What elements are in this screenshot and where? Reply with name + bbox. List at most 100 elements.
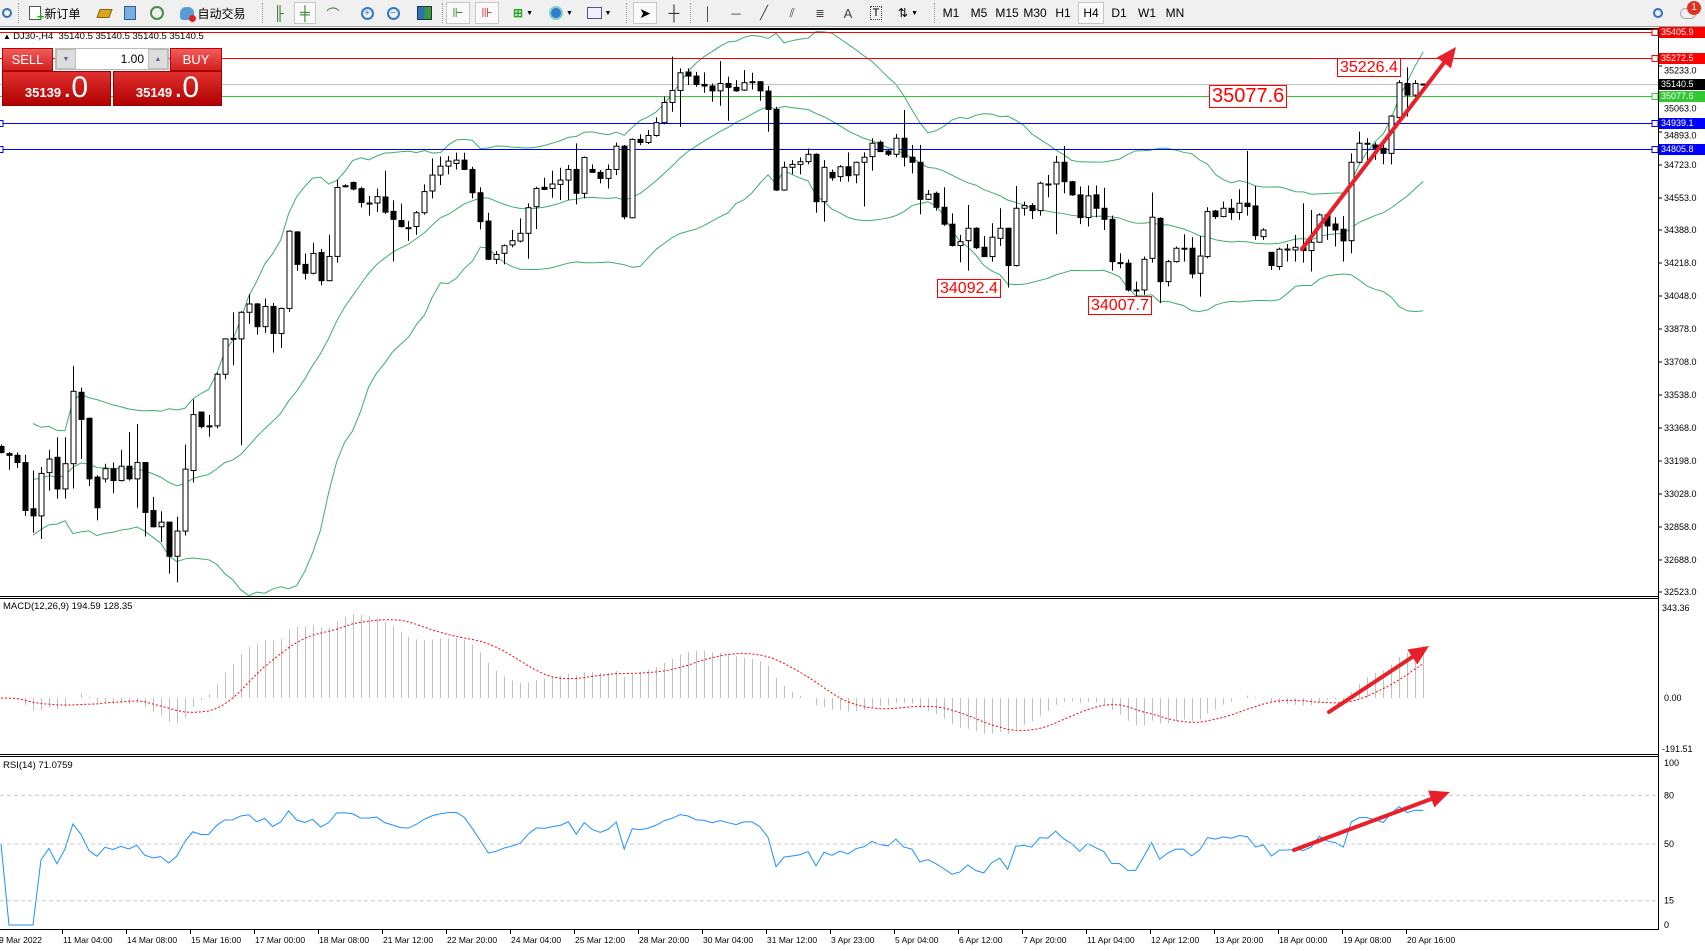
line-handle[interactable] (1651, 93, 1659, 100)
candle (1236, 189, 1243, 220)
candle-body-bull (861, 156, 868, 163)
candle (1029, 203, 1036, 219)
chart-shift-icon[interactable]: ⊪ (475, 2, 499, 24)
line-chart-icon[interactable]: ⌒ (326, 6, 340, 22)
crosshair-icon[interactable]: ┼ (668, 4, 680, 22)
candle-body-bear (294, 231, 301, 265)
candle (166, 521, 173, 574)
line-handle[interactable] (1651, 146, 1659, 153)
sell-button[interactable]: SELL (2, 48, 53, 71)
candle-body-bull (374, 196, 381, 204)
templates-dropdown[interactable]: ▼ (584, 2, 614, 24)
search-icon[interactable] (0, 2, 14, 24)
text-label-icon[interactable]: T (865, 2, 887, 24)
candle (885, 149, 892, 157)
candle (382, 170, 389, 214)
auto-trading-button[interactable]: 自动交易 (176, 2, 250, 24)
candle (949, 213, 956, 247)
lot-size-input[interactable]: 1.00 (120, 52, 144, 66)
lot-increase-button[interactable]: ▲ (148, 49, 168, 69)
candle-body-bull (222, 338, 229, 375)
timeframe-m15[interactable]: M15 (995, 6, 1019, 20)
line-handle[interactable] (0, 146, 4, 153)
buy-button[interactable]: BUY (170, 48, 222, 71)
toolbar: + 新订单 自动交易 ╟ ╪ ⌒ + − ⊩ ⊪ ⊞ ▼ ▼ ▼ ➤ ┼ │ ─ … (0, 0, 1705, 27)
candle-body-bull (421, 191, 428, 214)
candle (254, 302, 261, 335)
timeframe-mn[interactable]: MN (1165, 6, 1185, 20)
lot-size-stepper[interactable]: ▼ 1.00 ▲ (55, 48, 169, 70)
candle (453, 152, 460, 170)
text-icon[interactable]: A (843, 5, 853, 21)
line-handle[interactable] (1651, 120, 1659, 127)
timeframe-h1[interactable]: H1 (1055, 6, 1071, 20)
signals-icon[interactable] (147, 2, 167, 24)
time-label: 17 Mar 00:00 (255, 935, 305, 945)
tile-windows-icon[interactable] (413, 2, 435, 24)
periods-dropdown[interactable]: ▼ (546, 2, 576, 24)
candle (469, 166, 476, 199)
timeframe-m30[interactable]: M30 (1023, 6, 1047, 20)
fibonacci-icon[interactable]: ≣ (815, 7, 825, 20)
zoom-in-icon[interactable]: + (356, 2, 378, 24)
collapse-triangle-icon[interactable]: ▲ (3, 32, 14, 41)
candle (118, 449, 125, 482)
candle (613, 142, 620, 176)
auto-scroll-icon[interactable]: ⊩ (446, 2, 470, 24)
timeframe-d1[interactable]: D1 (1111, 6, 1127, 20)
trendline-icon[interactable]: ╱ (760, 5, 768, 20)
candle-body-bear (30, 508, 37, 517)
price-label-low-2[interactable]: 34007.7 (1088, 296, 1152, 315)
price-label-high[interactable]: 35226.4 (1337, 58, 1401, 77)
arrows-dropdown[interactable]: ⇅ ▼ (898, 6, 918, 20)
vertical-line-icon[interactable]: │ (703, 5, 713, 21)
timeframe-m1[interactable]: M1 (942, 6, 960, 20)
line-handle[interactable] (1651, 55, 1659, 62)
search-icon[interactable] (1648, 2, 1668, 24)
candle-body-bull (1236, 202, 1243, 214)
candle-body-bear (110, 468, 117, 482)
price-trend-arrow[interactable] (1300, 47, 1456, 251)
candle-body-bear (477, 192, 484, 223)
cursor-icon[interactable]: ➤ (633, 2, 657, 24)
candle (733, 80, 740, 92)
candle-body-bull (1260, 229, 1267, 238)
candle (765, 85, 772, 132)
lot-decrease-button[interactable]: ▼ (56, 49, 76, 69)
rsi-trend-arrow[interactable] (1292, 790, 1450, 852)
line-handle[interactable] (0, 120, 4, 127)
history-center-icon[interactable] (120, 2, 140, 24)
horizontal-line-icon[interactable]: ─ (731, 5, 741, 21)
notifications-button[interactable]: 1 (1674, 1, 1702, 24)
timeframe-w1[interactable]: W1 (1138, 6, 1156, 20)
equidistant-channel-icon[interactable]: ⫽ (789, 5, 795, 20)
candle-body-bull (214, 373, 221, 427)
timeframe-h4[interactable]: H4 (1078, 2, 1104, 24)
macd-trend-arrow[interactable] (1327, 646, 1429, 714)
candle-body-bull (1149, 216, 1156, 259)
candle-body-bear (1189, 247, 1196, 275)
buy-price[interactable]: 35149.0 (113, 71, 222, 106)
zoom-out-icon[interactable]: − (382, 2, 404, 24)
bar-chart-icon[interactable]: ╟ (274, 5, 284, 21)
timeframe-m5[interactable]: M5 (970, 6, 988, 20)
price-label-green-line[interactable]: 35077.6 (1209, 85, 1288, 108)
candle (246, 294, 253, 324)
macd-zero-label: 0.00 (1664, 693, 1682, 703)
candle (541, 177, 548, 191)
rsi-legend: RSI(14) 71.0759 (3, 760, 73, 771)
candlestick-chart-icon[interactable]: ╪ (294, 2, 316, 24)
candle-body-bull (437, 165, 444, 176)
line-handle[interactable] (1651, 29, 1659, 36)
candle-body-bull (781, 166, 788, 191)
new-order-icon: + (29, 6, 44, 23)
indicators-dropdown[interactable]: ⊞ ▼ (513, 6, 533, 20)
new-order-button[interactable]: + 新订单 (24, 2, 86, 24)
candle-body-bear (1061, 161, 1068, 183)
sell-price[interactable]: 35139.0 (2, 71, 111, 106)
candle (1292, 234, 1299, 262)
price-tick-label: 33878.0 (1664, 324, 1697, 334)
price-label-low-1[interactable]: 34092.4 (937, 279, 1001, 298)
candle-body-bull (413, 212, 420, 228)
